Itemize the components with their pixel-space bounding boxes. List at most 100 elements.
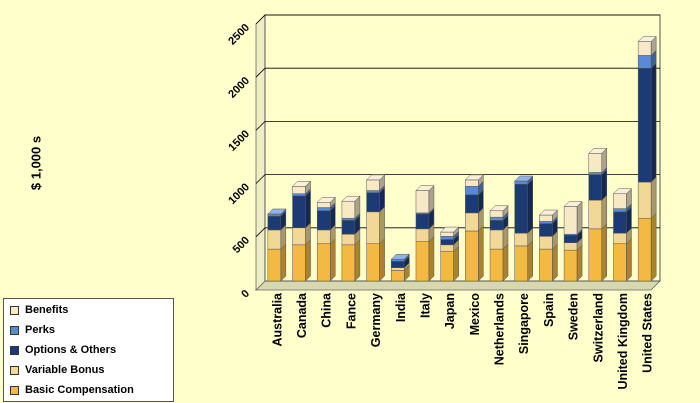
bar-segment [415,190,430,214]
bar-segment [563,234,578,243]
bar-top [588,148,608,154]
gridline-diagonal [255,121,266,131]
bar-segment [440,250,454,282]
x-tick-label: United States [641,293,655,373]
y-axis-label: $ 1,000 s [6,123,66,203]
bar-segment [563,242,578,251]
bar-segment [563,206,578,235]
bar-segment-side [650,212,657,282]
bar-segment-side [329,238,336,282]
y-tick-label: 2000 [226,75,252,101]
bar-segment [637,67,652,183]
bar-segment [391,258,405,262]
bar-segment-side [428,236,435,282]
bar-top [341,195,361,202]
bar-segment [366,211,380,245]
bar-top [464,174,484,181]
bar-segment [341,200,356,219]
bar-segment [613,208,627,213]
legend-label: Options & Others [25,344,117,356]
x-tick-label: Germany [369,293,383,347]
bar-segment [292,195,306,229]
bar-segment-side [626,238,632,282]
bar-segment [316,243,331,282]
bar-top [612,188,633,195]
bar-segment [489,229,504,250]
bar-segment [292,244,306,282]
bar-segment [341,220,356,235]
bar-segment [366,179,380,191]
bar-segment [391,261,405,268]
bar-segment [341,244,356,282]
bar-segment [539,248,553,282]
bar-segment-side [527,240,533,282]
gridline-diagonal [255,174,266,184]
legend-swatch [10,305,19,315]
legend-item-perks: Perks [10,322,55,338]
bar-segment [440,231,454,237]
bar-segment [366,192,380,213]
y-tick-label: 1000 [226,181,252,207]
bar-top [514,175,534,182]
x-tick-label: Canada [295,292,309,338]
bar-segment [292,193,306,197]
legend-swatch [10,345,19,355]
bar-top [316,197,336,203]
y-tick-label: 0 [239,288,252,301]
bar-segment [539,221,553,224]
gridline-diagonal [255,67,266,78]
bar-segment [267,215,282,231]
bar-segment [637,217,652,282]
bar-segment [440,236,454,240]
bar-segment [588,172,603,175]
bar-segment-side [601,194,608,230]
bar-segment [613,211,627,234]
bar-segment [637,181,652,219]
bar-segment-side [527,178,533,234]
bar-segment [539,223,553,237]
bar-segment [391,267,405,271]
bar-top [365,174,386,181]
bar-segment [465,179,479,187]
legend-swatch [10,385,19,395]
bar-segment [440,244,454,252]
bar-segment [465,212,479,232]
bar-segment [316,202,331,208]
y-axis-label-text: $ 1,000 s [28,135,44,191]
bar-segment [465,230,479,282]
bar-segment [489,216,504,221]
bar-segment-side [280,243,287,282]
bar-segment [563,249,578,282]
legend-label: Basic Compensation [25,384,134,396]
x-tick-label: Mexico [468,293,482,336]
x-tick-label: Singapore [517,293,531,354]
bar-segment [637,41,652,56]
bar-top [415,185,435,191]
bar-top [267,208,287,215]
bar-segment-side [552,243,558,282]
bar-segment [267,229,282,250]
bar-segment [588,153,603,173]
bar-segment [613,243,627,282]
y-tick-label: 500 [231,234,252,255]
bar-segment-side [305,239,311,282]
bar-segment [316,210,331,231]
bar-top [440,226,460,233]
bar-segment-side [379,206,385,245]
legend-item-basic-compensation: Basic Compensation [10,382,134,398]
legend-swatch [10,365,19,375]
bar-top [563,201,583,207]
legend-label: Variable Bonus [25,364,105,376]
bar-segment [341,233,356,246]
bar-segment-side [650,62,657,183]
bar-segment-side [379,238,385,282]
bar-segment-side [650,176,657,219]
x-tick-label: China [320,292,334,328]
gridline-diagonal [255,14,266,25]
bar-segment [539,214,553,222]
bar-segment [366,243,380,282]
bar-top [637,36,657,42]
chart-floor [255,280,661,291]
bar-segment [514,183,528,234]
